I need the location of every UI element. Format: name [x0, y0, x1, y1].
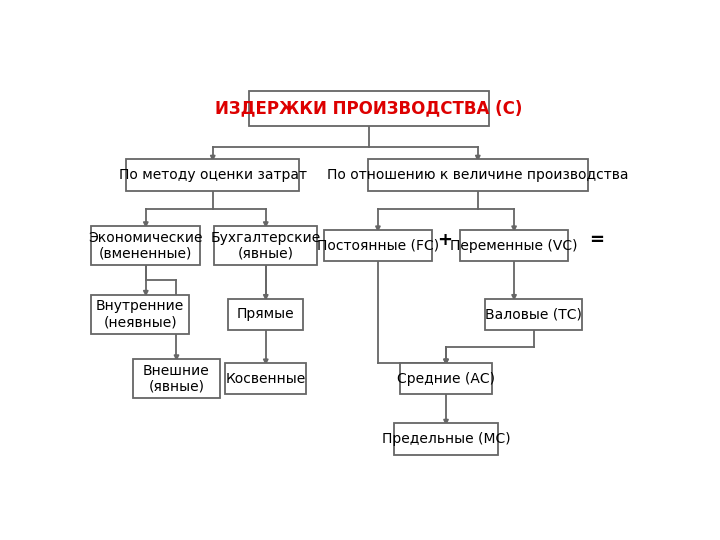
FancyBboxPatch shape	[133, 359, 220, 399]
Text: Постоянные (FC): Постоянные (FC)	[317, 239, 439, 253]
Text: Экономические
(вмененные): Экономические (вмененные)	[89, 231, 203, 261]
Text: Переменные (VC): Переменные (VC)	[450, 239, 578, 253]
FancyBboxPatch shape	[126, 159, 300, 191]
Text: Косвенные: Косвенные	[225, 372, 306, 386]
Text: По отношению к величине производства: По отношению к величине производства	[327, 168, 629, 182]
FancyBboxPatch shape	[214, 226, 318, 266]
Text: Предельные (МС): Предельные (МС)	[382, 432, 510, 446]
FancyBboxPatch shape	[485, 299, 582, 330]
FancyBboxPatch shape	[368, 159, 588, 191]
Text: Средние (АС): Средние (АС)	[397, 372, 495, 386]
FancyBboxPatch shape	[249, 91, 489, 126]
FancyBboxPatch shape	[228, 299, 303, 330]
Text: Прямые: Прямые	[237, 307, 294, 321]
Text: Валовые (ТС): Валовые (ТС)	[485, 307, 582, 321]
Text: +: +	[437, 231, 452, 249]
FancyBboxPatch shape	[400, 363, 492, 394]
FancyBboxPatch shape	[225, 363, 306, 394]
Text: =: =	[589, 231, 604, 249]
Text: Внешние
(явные): Внешние (явные)	[143, 363, 210, 394]
FancyBboxPatch shape	[91, 226, 200, 266]
FancyBboxPatch shape	[459, 230, 569, 261]
Text: ИЗДЕРЖКИ ПРОИЗВОДСТВА (С): ИЗДЕРЖКИ ПРОИЗВОДСТВА (С)	[215, 99, 523, 118]
FancyBboxPatch shape	[91, 294, 189, 334]
Text: По методу оценки затрат: По методу оценки затрат	[119, 168, 307, 182]
FancyBboxPatch shape	[395, 423, 498, 455]
Text: Бухгалтерские
(явные): Бухгалтерские (явные)	[211, 231, 321, 261]
Text: Внутренние
(неявные): Внутренние (неявные)	[96, 299, 184, 329]
FancyBboxPatch shape	[323, 230, 432, 261]
